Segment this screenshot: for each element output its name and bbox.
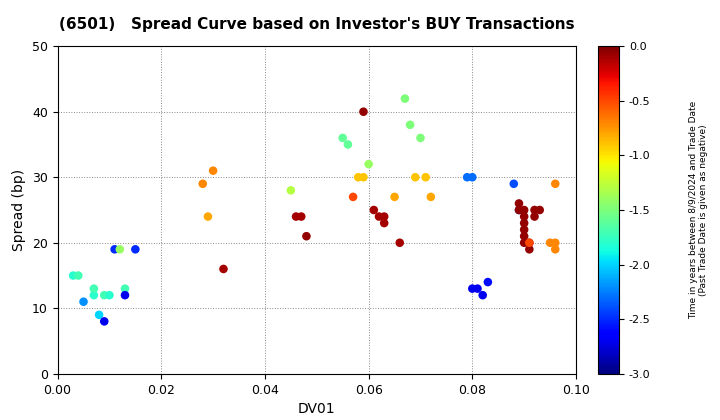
Point — [534, 207, 546, 213]
Point — [197, 181, 209, 187]
X-axis label: DV01: DV01 — [298, 402, 336, 416]
Point — [358, 108, 369, 115]
Point — [379, 220, 390, 226]
Point — [518, 239, 530, 246]
Point — [295, 213, 307, 220]
Point — [420, 174, 431, 181]
Text: Time in years between 8/9/2024 and Trade Date
(Past Trade Date is given as negat: Time in years between 8/9/2024 and Trade… — [689, 101, 708, 319]
Point — [368, 207, 379, 213]
Point — [523, 246, 535, 253]
Point — [482, 279, 494, 286]
Point — [109, 246, 120, 253]
Point — [467, 174, 478, 181]
Point — [425, 194, 436, 200]
Point — [518, 207, 530, 213]
Point — [301, 233, 312, 239]
Point — [120, 292, 131, 299]
Point — [73, 272, 84, 279]
Point — [518, 226, 530, 233]
Point — [389, 194, 400, 200]
Point — [202, 213, 214, 220]
Point — [94, 312, 105, 318]
Point — [549, 181, 561, 187]
Point — [523, 239, 535, 246]
Point — [462, 174, 473, 181]
Point — [347, 194, 359, 200]
Point — [99, 292, 110, 299]
Y-axis label: Spread (bp): Spread (bp) — [12, 169, 27, 251]
Point — [549, 246, 561, 253]
Point — [363, 161, 374, 168]
Point — [285, 187, 297, 194]
Point — [513, 200, 525, 207]
Point — [342, 141, 354, 148]
Point — [78, 298, 89, 305]
Point — [88, 292, 99, 299]
Point — [104, 292, 115, 299]
Point — [290, 213, 302, 220]
Point — [410, 174, 421, 181]
Point — [513, 207, 525, 213]
Point — [415, 134, 426, 141]
Point — [549, 239, 561, 246]
Point — [358, 174, 369, 181]
Point — [217, 265, 229, 272]
Point — [405, 121, 416, 128]
Point — [114, 246, 125, 253]
Point — [99, 318, 110, 325]
Point — [394, 239, 405, 246]
Point — [472, 285, 483, 292]
Point — [544, 239, 556, 246]
Point — [373, 213, 384, 220]
Point — [207, 167, 219, 174]
Point — [68, 272, 79, 279]
Point — [518, 213, 530, 220]
Point — [508, 181, 520, 187]
Point — [513, 207, 525, 213]
Point — [337, 134, 348, 141]
Point — [467, 285, 478, 292]
Text: (6501)   Spread Curve based on Investor's BUY Transactions: (6501) Spread Curve based on Investor's … — [59, 17, 575, 32]
Point — [477, 292, 488, 299]
Point — [353, 174, 364, 181]
Point — [528, 207, 540, 213]
Point — [399, 95, 410, 102]
Point — [88, 285, 99, 292]
Point — [523, 239, 535, 246]
Point — [130, 246, 141, 253]
Point — [518, 233, 530, 239]
Point — [379, 213, 390, 220]
Point — [518, 220, 530, 226]
Point — [528, 213, 540, 220]
Point — [120, 285, 131, 292]
